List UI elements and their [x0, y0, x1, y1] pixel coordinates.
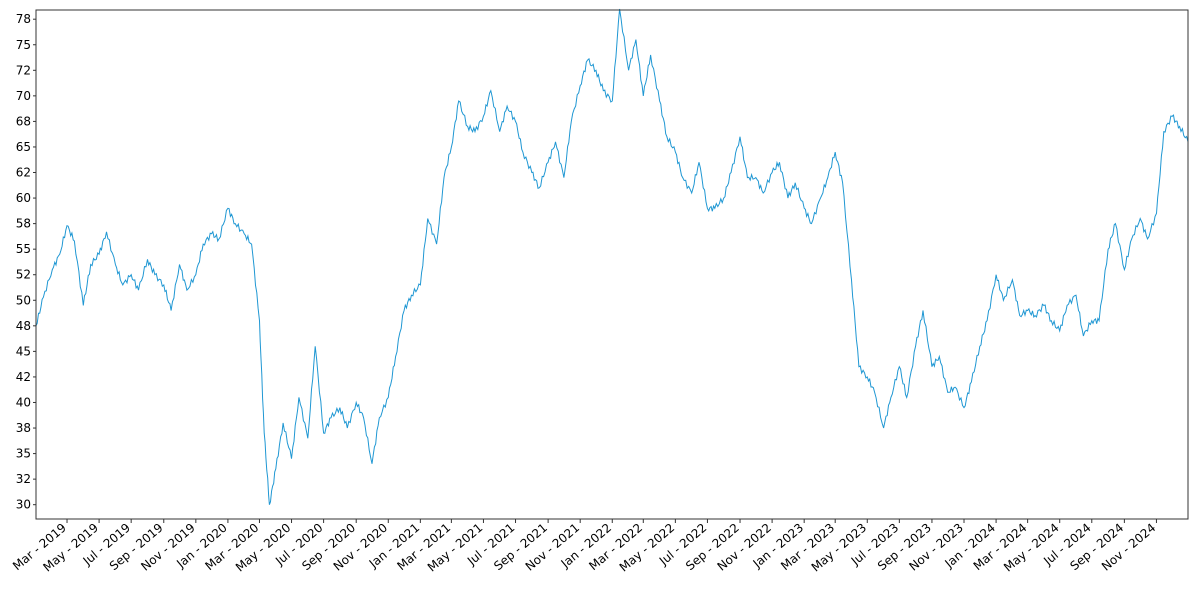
- y-tick-label: 58: [16, 217, 31, 231]
- y-tick-label: 40: [16, 395, 31, 409]
- y-tick-label: 55: [16, 242, 31, 256]
- y-tick-label: 32: [16, 472, 31, 486]
- plot-background: [36, 10, 1188, 519]
- y-tick-label: 78: [16, 12, 31, 26]
- plot-frame: [35, 9, 1189, 520]
- y-tick-label: 48: [16, 319, 31, 333]
- price-series-line: [35, 8, 1189, 505]
- y-tick-label: 50: [16, 293, 31, 307]
- y-tick-label: 70: [16, 89, 31, 103]
- y-tick-label: 72: [16, 63, 31, 77]
- y-tick-label: 42: [16, 370, 31, 384]
- y-tick-label: 60: [16, 191, 31, 205]
- y-tick-label: 65: [16, 140, 31, 154]
- y-tick-label: 45: [16, 344, 31, 358]
- y-tick-label: 38: [16, 421, 31, 435]
- y-tick-label: 75: [16, 38, 31, 52]
- y-tick-label: 30: [16, 498, 31, 512]
- y-tick-label: 68: [16, 114, 31, 128]
- y-tick-label: 35: [16, 447, 31, 461]
- y-tick-label: 52: [16, 268, 31, 282]
- y-axis: 30 32 35 38 40 42 45 48 50 52 55 58 60 62 65 68 70 72 75 78: [16, 12, 36, 512]
- y-tick-label: 62: [16, 166, 31, 180]
